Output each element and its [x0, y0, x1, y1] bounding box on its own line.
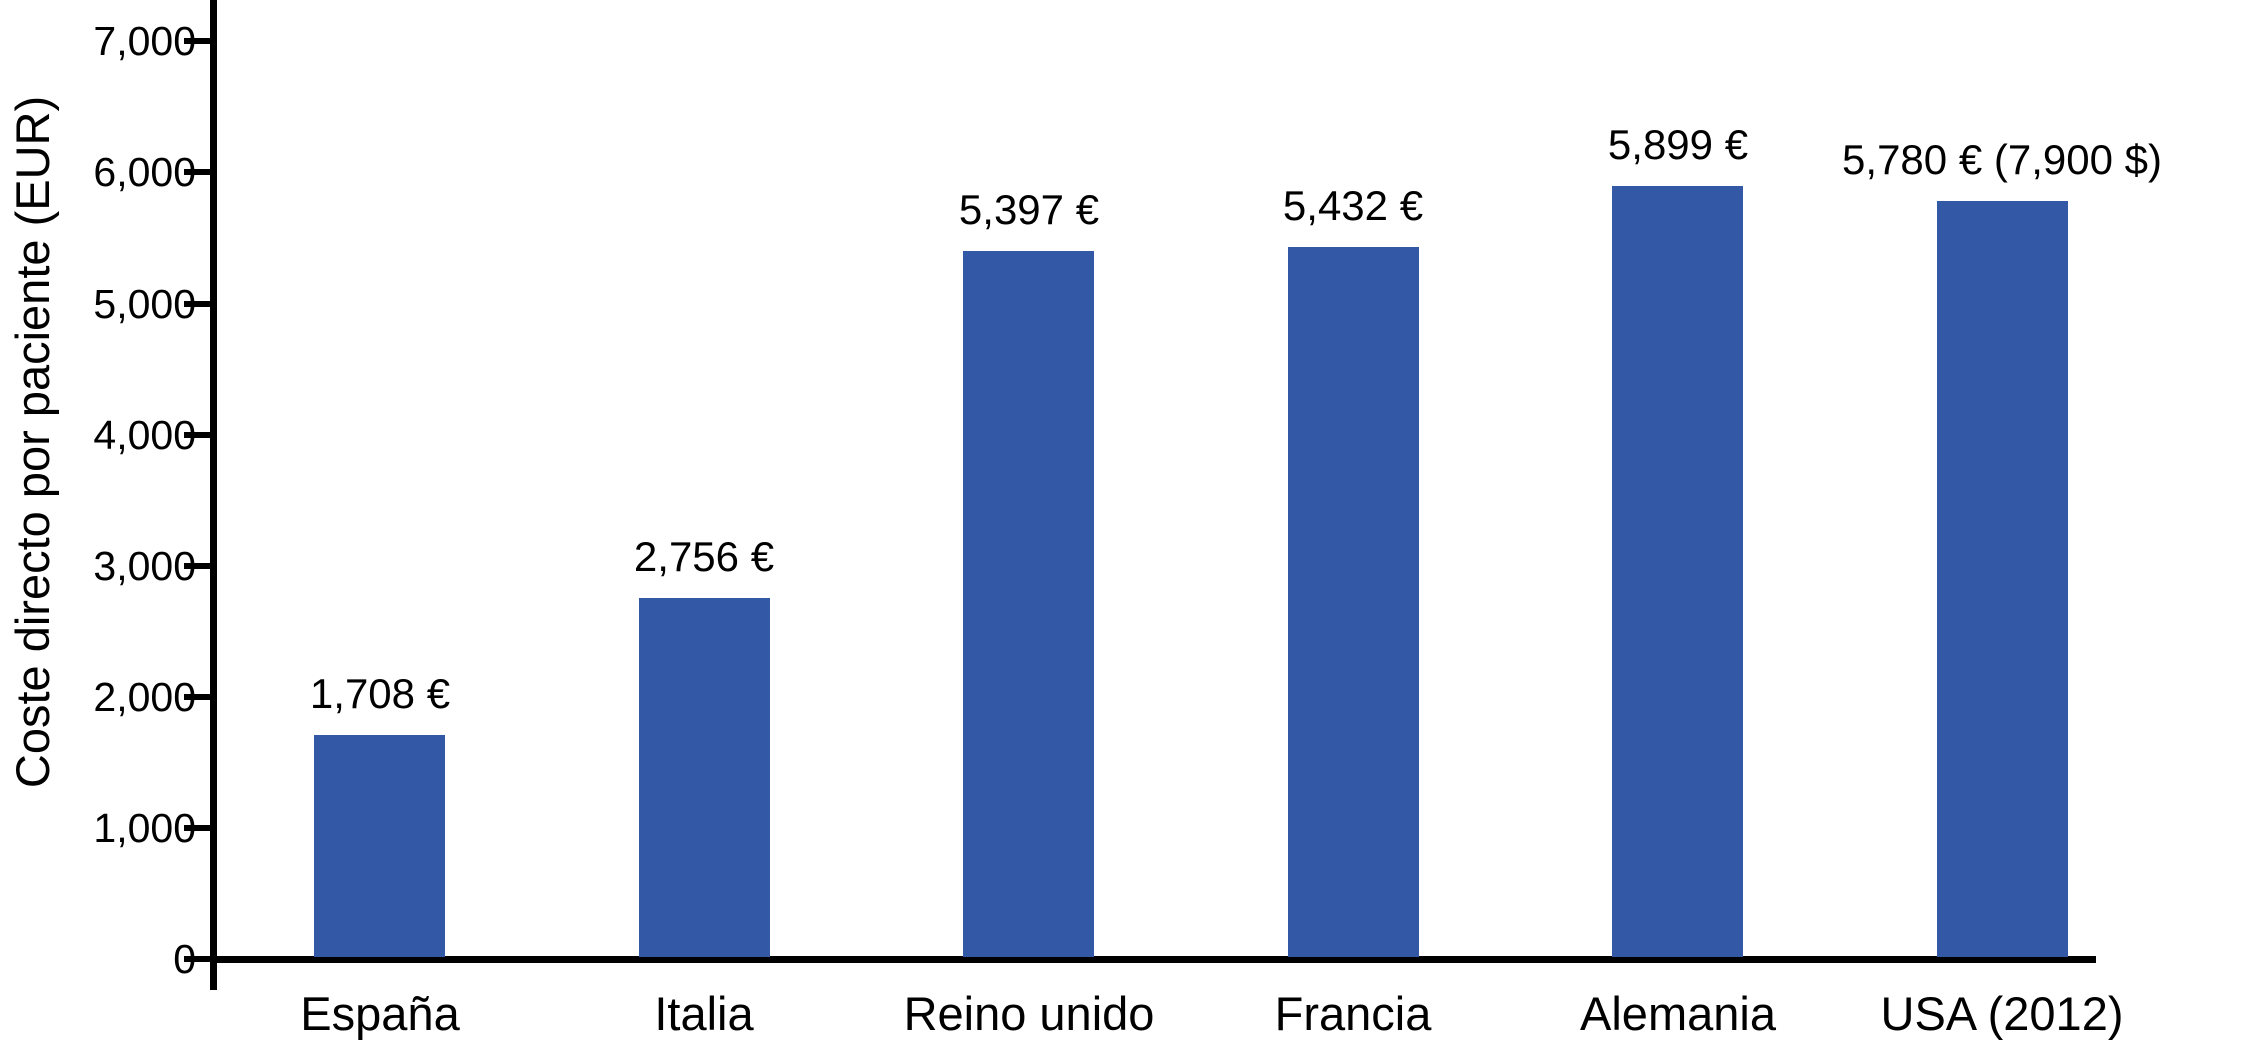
bar-value-label: 5,432 €	[1282, 182, 1424, 229]
y-tick-label: 2,000	[93, 674, 196, 720]
bar	[1937, 201, 2068, 957]
y-tick	[184, 432, 210, 438]
y-tick-label: 1,000	[93, 805, 196, 851]
category-label: Italia	[654, 987, 754, 1040]
y-axis-line	[210, 0, 217, 990]
category-label: Alemania	[1580, 987, 1776, 1040]
bar	[1612, 186, 1743, 957]
bar	[963, 251, 1094, 957]
category-label: Francia	[1274, 987, 1432, 1040]
y-tick	[184, 169, 210, 175]
y-tick	[184, 563, 210, 569]
y-tick	[184, 38, 210, 44]
bar-value-label: 5,899 €	[1607, 121, 1749, 168]
bar-value-label: 2,756 €	[633, 533, 775, 580]
bar	[314, 735, 445, 957]
bar	[639, 598, 770, 957]
y-tick-label: 3,000	[93, 543, 196, 589]
y-tick-label: 7,000	[93, 18, 196, 64]
y-tick	[184, 956, 210, 962]
y-tick-label: 4,000	[93, 412, 196, 458]
category-label: Reino unido	[903, 987, 1155, 1040]
y-tick-label: 5,000	[93, 281, 196, 327]
y-tick	[184, 301, 210, 307]
y-tick	[184, 694, 210, 700]
bar-value-label: 1,708 €	[309, 670, 451, 717]
y-tick-label: 0	[173, 936, 196, 982]
bar-value-label: 5,397 €	[958, 186, 1100, 233]
bar	[1288, 247, 1419, 957]
bar-value-label: 5,780 € (7,900 $)	[1842, 136, 2162, 183]
y-tick	[184, 825, 210, 831]
y-tick-label: 6,000	[93, 149, 196, 195]
category-label: USA (2012)	[1880, 987, 2124, 1040]
category-label: España	[300, 987, 460, 1040]
x-axis-line	[210, 956, 2096, 963]
